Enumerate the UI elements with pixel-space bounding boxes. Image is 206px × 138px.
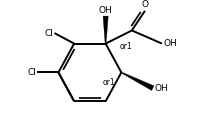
Text: or1: or1 <box>103 78 116 87</box>
Text: O: O <box>142 1 149 10</box>
Text: OH: OH <box>154 84 168 93</box>
Text: OH: OH <box>99 6 112 15</box>
Text: Cl: Cl <box>27 68 36 77</box>
Polygon shape <box>121 72 154 91</box>
Text: or1: or1 <box>120 42 133 51</box>
Polygon shape <box>103 16 108 44</box>
Text: OH: OH <box>163 39 177 48</box>
Text: Cl: Cl <box>44 29 53 38</box>
